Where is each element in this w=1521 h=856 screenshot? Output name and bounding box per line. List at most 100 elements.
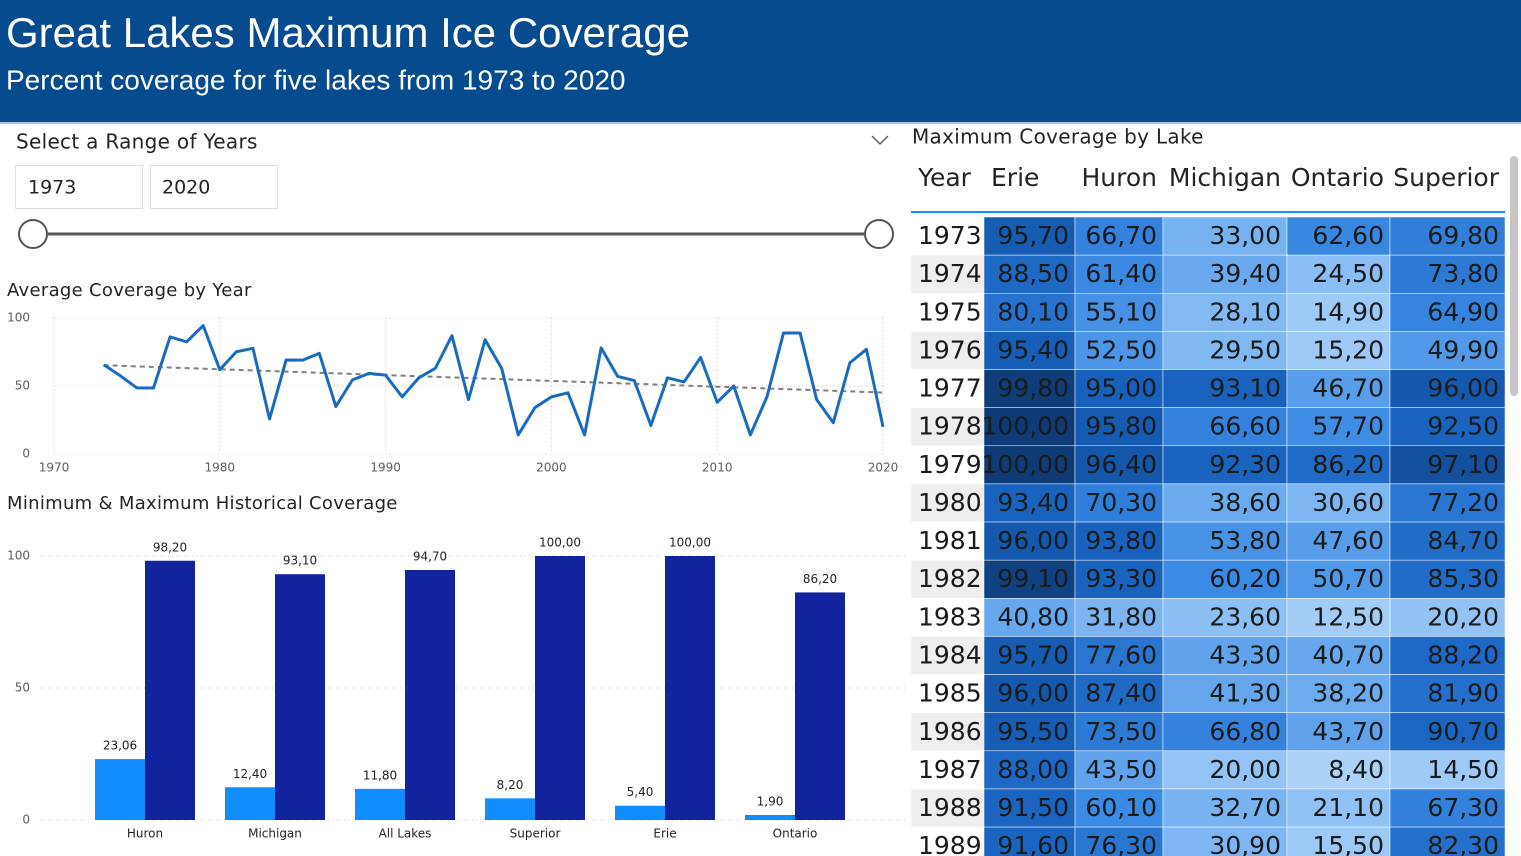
table-cell bbox=[910, 445, 985, 485]
table-cell bbox=[1286, 712, 1391, 752]
table-cell bbox=[1162, 369, 1288, 408]
cell-value: 53,80 bbox=[1209, 526, 1281, 555]
table-cell bbox=[1074, 369, 1164, 408]
table-cell bbox=[1074, 826, 1164, 856]
table-cell bbox=[983, 407, 1076, 447]
end-input[interactable] bbox=[150, 165, 278, 209]
cell-value: 95,40 bbox=[997, 335, 1069, 364]
table-cell bbox=[1286, 483, 1391, 523]
cell-value: 66,70 bbox=[1085, 221, 1157, 250]
slider-handle[interactable] bbox=[18, 219, 48, 249]
table-cell bbox=[1389, 559, 1506, 599]
bar bbox=[615, 805, 665, 820]
scrollbar[interactable] bbox=[1510, 156, 1518, 396]
bar bbox=[535, 556, 585, 820]
column-header: Huron bbox=[1081, 163, 1157, 192]
x-tick-label: 2020 bbox=[868, 461, 899, 475]
cell-value: 38,20 bbox=[1312, 679, 1384, 708]
table-cell bbox=[1389, 826, 1506, 856]
cell-value: 32,70 bbox=[1209, 793, 1281, 822]
data-label: 86,20 bbox=[803, 572, 837, 586]
table-cell bbox=[1162, 216, 1288, 256]
cell-value: 47,60 bbox=[1312, 526, 1384, 555]
table-cell bbox=[983, 483, 1076, 523]
cell-value: 90,70 bbox=[1427, 717, 1499, 746]
x-tick-label: Superior bbox=[510, 827, 561, 841]
cell-value: 73,80 bbox=[1427, 259, 1499, 288]
y-tick-label: 50 bbox=[15, 379, 30, 393]
table-cell bbox=[983, 369, 1076, 408]
cell-value: 86,20 bbox=[1312, 450, 1384, 479]
cell-value: 43,70 bbox=[1312, 717, 1384, 746]
data-label: 100,00 bbox=[539, 536, 581, 550]
table-cell bbox=[1162, 636, 1288, 675]
cell-value: 28,10 bbox=[1209, 297, 1281, 326]
data-label: 23,06 bbox=[103, 739, 137, 753]
cell-value: 96,40 bbox=[1085, 450, 1157, 479]
column-header: Superior bbox=[1393, 163, 1499, 192]
cell-value: 95,70 bbox=[997, 221, 1069, 250]
start-input[interactable] bbox=[15, 165, 143, 209]
header-bar bbox=[0, 0, 1521, 122]
page-subtitle: Percent coverage for five lakes from 197… bbox=[6, 64, 625, 95]
column-header: Year bbox=[917, 163, 972, 192]
row-year: 1979 bbox=[918, 450, 982, 479]
cell-value: 39,40 bbox=[1209, 259, 1281, 288]
cell-value: 70,30 bbox=[1085, 488, 1157, 517]
cell-value: 91,60 bbox=[997, 831, 1069, 856]
table-cell bbox=[983, 216, 1076, 256]
cell-value: 88,50 bbox=[997, 259, 1069, 288]
table-cell bbox=[983, 254, 1076, 294]
table-cell bbox=[1074, 254, 1164, 294]
table-cell bbox=[1389, 712, 1506, 752]
cell-value: 8,40 bbox=[1328, 755, 1384, 784]
header-rule bbox=[911, 211, 1505, 213]
cell-value: 61,40 bbox=[1085, 259, 1157, 288]
cell-value: 64,90 bbox=[1427, 297, 1499, 326]
row-year: 1980 bbox=[918, 488, 982, 517]
row-year: 1973 bbox=[918, 221, 982, 250]
y-tick-label: 100 bbox=[7, 549, 30, 563]
table-cell bbox=[1286, 445, 1391, 485]
cell-value: 69,80 bbox=[1427, 221, 1499, 250]
bar bbox=[95, 759, 145, 820]
table-cell bbox=[983, 559, 1076, 599]
data-label: 5,40 bbox=[627, 785, 654, 799]
slicer-chevron[interactable] bbox=[871, 135, 889, 146]
bar bbox=[355, 788, 405, 820]
table-cell bbox=[1074, 559, 1164, 599]
start-value: 1973 bbox=[28, 177, 76, 199]
table-cell bbox=[910, 254, 985, 294]
table-cell bbox=[1074, 788, 1164, 828]
table-cell bbox=[983, 331, 1076, 370]
cell-value: 66,80 bbox=[1209, 717, 1281, 746]
data-label: 93,10 bbox=[283, 554, 317, 568]
table-title: Maximum Coverage by Lake bbox=[912, 125, 1204, 149]
slider-handle[interactable] bbox=[864, 219, 894, 249]
table-cell bbox=[983, 636, 1076, 675]
table-cell bbox=[983, 293, 1076, 332]
trend-line bbox=[103, 364, 884, 394]
bar bbox=[225, 787, 275, 820]
table-cell bbox=[910, 521, 985, 561]
table-cell bbox=[1286, 750, 1391, 790]
year-slicer: Select a Range of Years 1973 2020 bbox=[15, 130, 894, 249]
row-year: 1974 bbox=[918, 259, 982, 288]
table-cell bbox=[1286, 216, 1391, 256]
row-year: 1987 bbox=[918, 755, 982, 784]
cell-value: 29,50 bbox=[1209, 335, 1281, 364]
table-cell bbox=[1286, 521, 1391, 561]
x-tick-label: Huron bbox=[127, 827, 163, 841]
cell-value: 81,90 bbox=[1427, 679, 1499, 708]
row-year: 1978 bbox=[918, 412, 982, 441]
table-cell bbox=[983, 788, 1076, 828]
cell-value: 62,60 bbox=[1312, 221, 1384, 250]
table-cell bbox=[910, 293, 985, 332]
cell-value: 97,10 bbox=[1427, 450, 1499, 479]
cell-value: 95,50 bbox=[997, 717, 1069, 746]
bar bbox=[145, 560, 195, 820]
table-cell bbox=[1162, 750, 1288, 790]
cell-value: 93,10 bbox=[1209, 374, 1281, 403]
row-year: 1989 bbox=[918, 831, 982, 856]
cell-value: 96,00 bbox=[1427, 374, 1499, 403]
